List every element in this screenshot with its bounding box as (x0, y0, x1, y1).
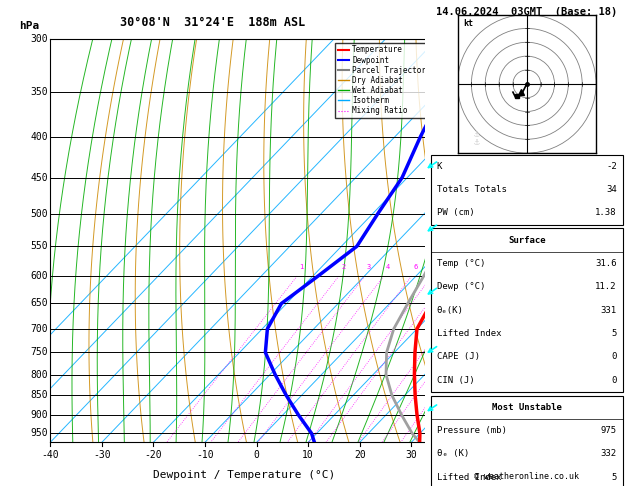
Text: 0: 0 (611, 376, 617, 384)
Text: Lifted Index: Lifted Index (437, 473, 501, 482)
Text: 332: 332 (601, 450, 617, 458)
Text: Totals Totals: Totals Totals (437, 185, 507, 194)
Text: 400: 400 (31, 132, 48, 142)
Text: hPa: hPa (19, 21, 39, 31)
Text: LCL: LCL (443, 350, 457, 359)
Text: 600: 600 (31, 271, 48, 281)
Text: 10: 10 (303, 451, 314, 460)
Text: 300: 300 (31, 34, 48, 44)
Text: km
ASL: km ASL (447, 14, 463, 33)
Text: 750: 750 (31, 347, 48, 358)
Text: -6: -6 (443, 236, 453, 244)
Text: -3: -3 (443, 346, 453, 355)
Legend: Temperature, Dewpoint, Parcel Trajectory, Dry Adiabat, Wet Adiabat, Isotherm, Mi: Temperature, Dewpoint, Parcel Trajectory… (335, 43, 433, 118)
Text: PW (cm): PW (cm) (437, 208, 474, 217)
Text: CAPE (J): CAPE (J) (437, 352, 480, 361)
Text: Dewpoint / Temperature (°C): Dewpoint / Temperature (°C) (153, 470, 335, 481)
Text: -20: -20 (145, 451, 162, 460)
Bar (431, 155, 623, 225)
Text: Temp (°C): Temp (°C) (437, 259, 485, 268)
Bar (431, 228, 623, 392)
Text: 500: 500 (31, 208, 48, 219)
Text: -1: -1 (443, 410, 453, 419)
Text: 30: 30 (406, 451, 417, 460)
Text: 34: 34 (606, 185, 617, 194)
Text: -8: -8 (443, 150, 453, 158)
Text: Pressure (mb): Pressure (mb) (437, 426, 507, 435)
Text: 550: 550 (31, 242, 48, 251)
Text: Mixing Ratio (g/kg): Mixing Ratio (g/kg) (465, 193, 474, 288)
Text: -40: -40 (42, 451, 59, 460)
Text: 30°08'N  31°24'E  188m ASL: 30°08'N 31°24'E 188m ASL (120, 16, 306, 29)
Text: 950: 950 (31, 428, 48, 438)
Text: 0: 0 (253, 451, 260, 460)
Text: CIN (J): CIN (J) (437, 376, 474, 384)
Text: 11.2: 11.2 (595, 282, 617, 291)
Text: Most Unstable: Most Unstable (492, 403, 562, 412)
Text: 331: 331 (601, 306, 617, 314)
Text: -4: -4 (443, 310, 453, 318)
Text: 4: 4 (386, 264, 390, 270)
Text: 650: 650 (31, 298, 48, 309)
Text: Surface: Surface (508, 236, 545, 244)
Text: 350: 350 (31, 87, 48, 97)
Text: 20: 20 (354, 451, 365, 460)
Text: 0: 0 (611, 352, 617, 361)
Text: Lifted Index: Lifted Index (437, 329, 501, 338)
Text: -7: -7 (443, 195, 453, 204)
Text: 5: 5 (611, 473, 617, 482)
Text: K: K (437, 162, 442, 171)
Text: 3: 3 (367, 264, 371, 270)
Text: 31.6: 31.6 (595, 259, 617, 268)
Text: 800: 800 (31, 369, 48, 380)
Text: 2: 2 (341, 264, 345, 270)
Text: 5: 5 (611, 329, 617, 338)
Text: -5: -5 (443, 272, 453, 280)
Text: 8: 8 (434, 264, 438, 270)
Text: 1: 1 (299, 264, 304, 270)
Text: θₑ (K): θₑ (K) (437, 450, 469, 458)
Text: -2: -2 (606, 162, 617, 171)
Text: 14.06.2024  03GMT  (Base: 18): 14.06.2024 03GMT (Base: 18) (436, 7, 618, 17)
Text: 450: 450 (31, 173, 48, 183)
Text: 1.38: 1.38 (595, 208, 617, 217)
Text: 975: 975 (601, 426, 617, 435)
Text: -2: -2 (443, 379, 453, 387)
Text: © weatheronline.co.uk: © weatheronline.co.uk (474, 472, 579, 481)
Text: 6: 6 (414, 264, 418, 270)
Bar (431, 396, 623, 486)
Text: -30: -30 (93, 451, 111, 460)
Text: -10: -10 (196, 451, 214, 460)
Text: Dewp (°C): Dewp (°C) (437, 282, 485, 291)
Text: θₑ(K): θₑ(K) (437, 306, 464, 314)
Text: 850: 850 (31, 390, 48, 400)
Text: 700: 700 (31, 324, 48, 334)
Text: 900: 900 (31, 410, 48, 420)
